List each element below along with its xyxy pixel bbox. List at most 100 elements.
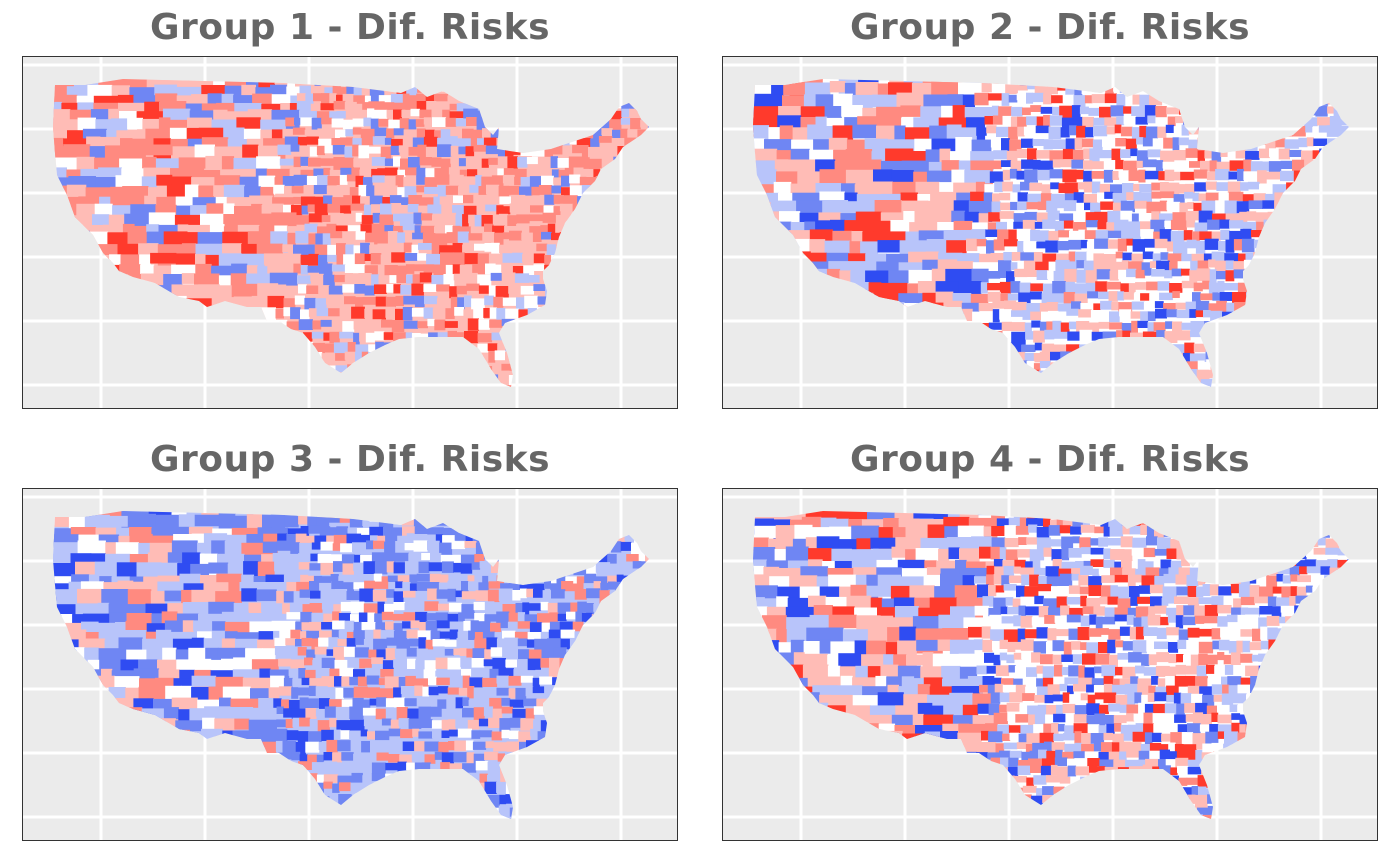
county [435, 657, 449, 669]
county [326, 739, 338, 754]
county [1312, 150, 1320, 159]
county [1108, 291, 1118, 302]
county [1193, 343, 1207, 353]
county [477, 253, 490, 266]
county [219, 285, 233, 299]
county [422, 686, 430, 697]
county [444, 136, 458, 146]
county [436, 620, 451, 629]
county [432, 728, 443, 739]
county [326, 649, 334, 656]
county [477, 274, 492, 287]
county [191, 675, 217, 687]
county [448, 573, 457, 585]
county [1220, 229, 1230, 240]
panel-title: Group 1 - Dif. Risks [149, 7, 550, 48]
county [464, 541, 477, 548]
county [181, 589, 192, 612]
county [988, 212, 1001, 222]
county [360, 196, 371, 209]
county [463, 176, 476, 184]
county [1049, 150, 1064, 162]
county [609, 110, 622, 122]
county [1190, 260, 1199, 272]
county [416, 167, 426, 180]
county [458, 687, 468, 696]
county [1115, 251, 1124, 259]
county [416, 582, 432, 591]
county [328, 308, 341, 317]
county [1228, 171, 1238, 180]
county [308, 111, 318, 123]
county [1152, 138, 1164, 152]
county [440, 129, 451, 142]
county [1041, 184, 1051, 194]
county [309, 719, 319, 731]
county [222, 231, 249, 247]
county [472, 741, 487, 750]
county [439, 245, 454, 256]
county [285, 638, 296, 646]
county [1048, 231, 1059, 241]
county [1086, 220, 1098, 228]
county [1160, 252, 1169, 260]
county [342, 119, 354, 130]
county [178, 709, 190, 730]
county [391, 252, 406, 263]
county [261, 601, 276, 613]
county [300, 254, 310, 268]
county [509, 699, 524, 708]
county [1063, 200, 1077, 212]
county [1143, 302, 1156, 316]
county [1058, 183, 1066, 193]
county [625, 561, 634, 571]
county [1058, 230, 1070, 238]
county [1107, 239, 1119, 249]
county [540, 225, 549, 236]
county [312, 342, 325, 354]
county [405, 332, 413, 343]
county [449, 675, 464, 689]
county [311, 762, 325, 775]
county [1163, 137, 1174, 149]
county [315, 298, 327, 309]
county [990, 138, 1002, 148]
county [553, 206, 561, 218]
county [444, 648, 455, 656]
county [1080, 303, 1094, 312]
county [513, 669, 527, 679]
county [397, 575, 410, 585]
county [1259, 184, 1274, 193]
county [257, 527, 272, 539]
choropleth-map [23, 57, 677, 408]
county [351, 167, 360, 180]
county [1076, 125, 1086, 138]
county [1194, 222, 1208, 234]
county [535, 169, 544, 177]
county [475, 760, 489, 771]
county [579, 176, 587, 187]
county [1002, 331, 1012, 340]
county [1057, 311, 1067, 320]
county [303, 332, 313, 343]
county [345, 244, 355, 255]
county [277, 533, 287, 546]
county [468, 214, 476, 224]
county [1097, 192, 1105, 203]
county [1185, 183, 1195, 195]
county [331, 138, 341, 146]
county [411, 244, 419, 257]
county [297, 687, 310, 696]
county [478, 285, 490, 294]
county [428, 562, 443, 572]
county [400, 284, 412, 295]
county [542, 590, 552, 599]
county [1056, 200, 1065, 209]
county [1175, 302, 1187, 310]
county [84, 514, 110, 531]
county [376, 649, 387, 660]
county [386, 637, 397, 646]
county [246, 213, 272, 228]
county [293, 196, 302, 205]
county [328, 589, 336, 597]
